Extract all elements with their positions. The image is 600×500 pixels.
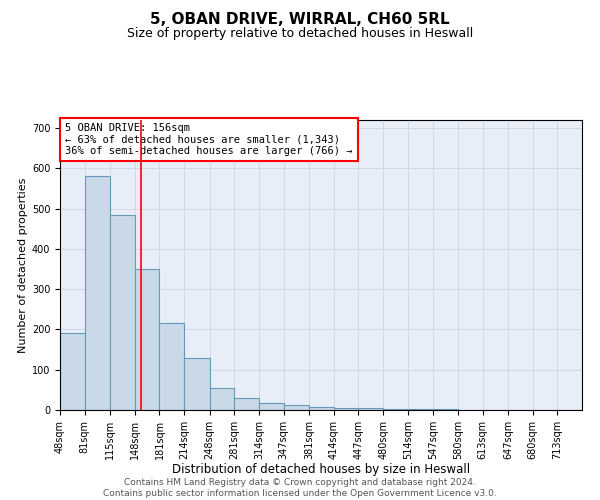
Bar [334, 408, 358, 410]
Bar [284, 405, 309, 410]
Bar [160, 324, 184, 410]
Bar [383, 409, 409, 410]
Text: Size of property relative to detached houses in Heswall: Size of property relative to detached ho… [127, 28, 473, 40]
Text: 5 OBAN DRIVE: 156sqm
← 63% of detached houses are smaller (1,343)
36% of semi-de: 5 OBAN DRIVE: 156sqm ← 63% of detached h… [65, 123, 353, 156]
Bar [184, 358, 209, 410]
X-axis label: Distribution of detached houses by size in Heswall: Distribution of detached houses by size … [172, 464, 470, 476]
Bar [135, 269, 160, 410]
Text: 5, OBAN DRIVE, WIRRAL, CH60 5RL: 5, OBAN DRIVE, WIRRAL, CH60 5RL [150, 12, 450, 28]
Text: Contains HM Land Registry data © Crown copyright and database right 2024.
Contai: Contains HM Land Registry data © Crown c… [103, 478, 497, 498]
Bar [85, 176, 110, 410]
Bar [259, 403, 284, 410]
Bar [60, 334, 85, 410]
Bar [309, 407, 334, 410]
Bar [433, 409, 458, 410]
Y-axis label: Number of detached properties: Number of detached properties [17, 178, 28, 352]
Bar [358, 408, 383, 410]
Bar [234, 398, 259, 410]
Bar [209, 388, 234, 410]
Bar [110, 214, 135, 410]
Bar [409, 409, 433, 410]
